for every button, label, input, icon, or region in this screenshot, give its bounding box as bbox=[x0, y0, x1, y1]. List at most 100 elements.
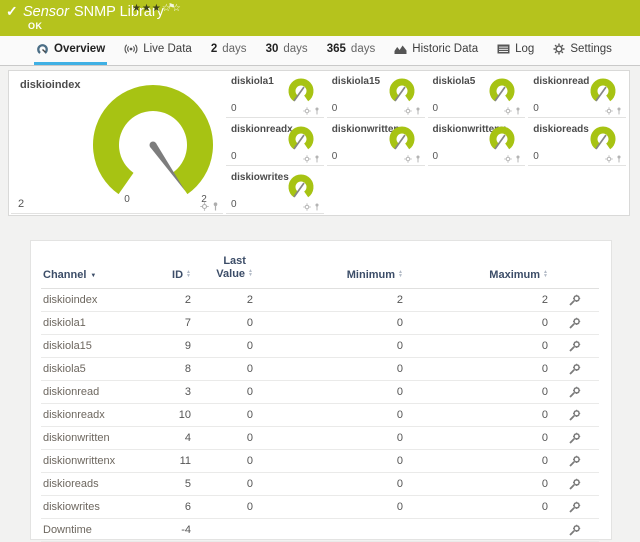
channel-minimum: 0 bbox=[255, 426, 405, 450]
mini-gauge bbox=[590, 78, 616, 102]
channel-minimum: 2 bbox=[255, 288, 405, 312]
mini-gauge bbox=[288, 78, 314, 102]
channel-settings-wrench-icon[interactable] bbox=[568, 317, 581, 330]
gauge-pin-icon[interactable] bbox=[515, 107, 521, 115]
channel-maximum: 0 bbox=[405, 334, 550, 358]
channel-settings-wrench-icon[interactable] bbox=[568, 501, 581, 514]
tab-label: Overview bbox=[54, 43, 106, 55]
gauge-settings-gear-icon[interactable] bbox=[605, 107, 613, 115]
gauge-tile-icons bbox=[403, 107, 421, 115]
tab-word: days bbox=[283, 43, 308, 55]
channel-settings-wrench-icon[interactable] bbox=[568, 432, 581, 445]
gauge-settings-gear-icon[interactable] bbox=[504, 155, 512, 163]
column-header-minimum[interactable]: Minimum ▲ ▼ bbox=[255, 245, 405, 289]
channel-settings-wrench-icon[interactable] bbox=[568, 386, 581, 399]
channel-settings-wrench-icon[interactable] bbox=[568, 294, 581, 307]
column-header-actions bbox=[550, 245, 599, 289]
tab-30-days[interactable]: 30 days bbox=[264, 36, 310, 65]
table-row: diskiola1 7 0 0 0 bbox=[41, 311, 599, 335]
gauge-pin-icon[interactable] bbox=[314, 203, 320, 211]
tab-365-days[interactable]: 365 days bbox=[325, 36, 377, 65]
gauge-current-value: 0 bbox=[432, 151, 439, 162]
channel-settings-wrench-icon[interactable] bbox=[568, 409, 581, 422]
column-label: Last bbox=[223, 255, 246, 267]
gauge-tile-mini: diskioreads 0 bbox=[528, 120, 626, 166]
mini-gauge bbox=[389, 126, 414, 150]
gauge-tile-icons bbox=[303, 203, 320, 211]
gauge-settings-gear-icon[interactable] bbox=[504, 107, 512, 115]
channel-id: 8 bbox=[151, 357, 193, 381]
tab-2-days[interactable]: 2 days bbox=[209, 36, 249, 65]
gauge-pin-icon[interactable] bbox=[314, 107, 320, 115]
channel-name: diskiola1 bbox=[41, 311, 151, 335]
mini-gauge bbox=[590, 126, 616, 150]
column-header-last-value[interactable]: Last Value ▲ ▼ bbox=[193, 245, 255, 289]
gauge-pin-icon[interactable] bbox=[616, 107, 622, 115]
main-gauge bbox=[93, 85, 213, 195]
channel-maximum bbox=[405, 518, 550, 542]
channel-settings-wrench-icon[interactable] bbox=[568, 340, 581, 353]
gauge-label: diskioreads bbox=[533, 124, 589, 135]
gauge-tile-icons bbox=[504, 107, 521, 115]
column-header-maximum[interactable]: Maximum ▲ ▼ bbox=[405, 245, 550, 289]
gauge-pin-icon[interactable] bbox=[616, 155, 622, 163]
channel-minimum: 0 bbox=[255, 472, 405, 496]
channel-last-value: 0 bbox=[193, 334, 255, 358]
channel-settings-wrench-icon[interactable] bbox=[568, 524, 581, 537]
log-icon bbox=[497, 44, 510, 54]
gauge-pin-icon[interactable] bbox=[314, 155, 320, 163]
flag-icon: ⚑ bbox=[167, 2, 176, 11]
gauge-current-value: 0 bbox=[231, 151, 237, 162]
tab-historic-data[interactable]: Historic Data bbox=[392, 36, 480, 65]
column-label: Maximum bbox=[489, 269, 541, 281]
channel-last-value: 2 bbox=[193, 288, 255, 312]
table-row: diskionread 3 0 0 0 bbox=[41, 380, 599, 404]
gauge-settings-gear-icon[interactable] bbox=[200, 202, 209, 211]
gauge-pin-icon[interactable] bbox=[415, 155, 421, 163]
gauge-pin-icon[interactable] bbox=[515, 155, 521, 163]
gauge-settings-gear-icon[interactable] bbox=[403, 107, 412, 115]
table-row: diskiowrites 6 0 0 0 bbox=[41, 495, 599, 519]
tab-overview[interactable]: Overview bbox=[34, 36, 108, 65]
priority-stars[interactable]: ★★★☆☆ bbox=[132, 3, 182, 14]
channel-settings-wrench-icon[interactable] bbox=[568, 363, 581, 376]
tab-number: 2 bbox=[210, 43, 218, 55]
channel-maximum: 0 bbox=[405, 426, 550, 450]
gauge-scale-max: 2 bbox=[201, 194, 207, 205]
tab-number: 30 bbox=[265, 43, 279, 55]
channel-minimum: 0 bbox=[255, 495, 405, 519]
table-header-row: Channel ▼ ID ▲ ▼ Last Value ▲ ▼ Minimum ▲ ▼ Maxi… bbox=[41, 245, 599, 289]
gauges-panel: diskioindex 0 2 2 diskiola1 bbox=[8, 70, 630, 216]
sensor-title-prefix: Sensor bbox=[23, 4, 69, 20]
tab-log[interactable]: Log bbox=[495, 36, 536, 65]
channel-name: diskionreadx bbox=[41, 403, 151, 427]
star-filled-icons[interactable]: ★★★ bbox=[132, 3, 162, 14]
gauge-tile-mini: diskionwritten 0 bbox=[326, 120, 425, 166]
gauge-tile-mini: diskiowrites 0 bbox=[226, 168, 324, 214]
column-header-id[interactable]: ID ▲ ▼ bbox=[151, 245, 193, 289]
gauges-grid: diskioindex 0 2 2 diskiola1 bbox=[9, 71, 629, 215]
star-empty-icons[interactable]: ☆☆ bbox=[161, 3, 182, 14]
channel-last-value: 0 bbox=[193, 495, 255, 519]
channel-settings-wrench-icon[interactable] bbox=[568, 455, 581, 468]
gauge-tile-mini: diskiola1 0 bbox=[226, 72, 324, 118]
tab-live-data[interactable]: Live Data bbox=[122, 36, 194, 65]
tab-word: days bbox=[350, 43, 376, 55]
channel-settings-wrench-icon[interactable] bbox=[568, 478, 581, 491]
sensor-header-bar: ✓ Sensor SNMP Library ⚑ ★★★☆☆ OK bbox=[0, 0, 640, 36]
gauge-label: diskionread bbox=[533, 76, 590, 87]
tab-settings[interactable]: Settings bbox=[551, 36, 614, 65]
gauge-settings-gear-icon[interactable] bbox=[303, 155, 311, 163]
gauge-settings-gear-icon[interactable] bbox=[303, 107, 311, 115]
channel-id: 4 bbox=[151, 426, 193, 450]
gauge-icon bbox=[37, 44, 48, 54]
gauge-settings-gear-icon[interactable] bbox=[303, 203, 311, 211]
gauge-settings-gear-icon[interactable] bbox=[403, 155, 412, 163]
column-header-channel[interactable]: Channel ▼ bbox=[41, 245, 151, 289]
status-badge: OK bbox=[28, 21, 43, 31]
gauge-pin-icon[interactable] bbox=[212, 202, 219, 211]
channel-id: 10 bbox=[151, 403, 193, 427]
gauge-pin-icon[interactable] bbox=[415, 107, 421, 115]
gauge-settings-gear-icon[interactable] bbox=[605, 155, 613, 163]
channel-maximum: 0 bbox=[405, 357, 550, 381]
